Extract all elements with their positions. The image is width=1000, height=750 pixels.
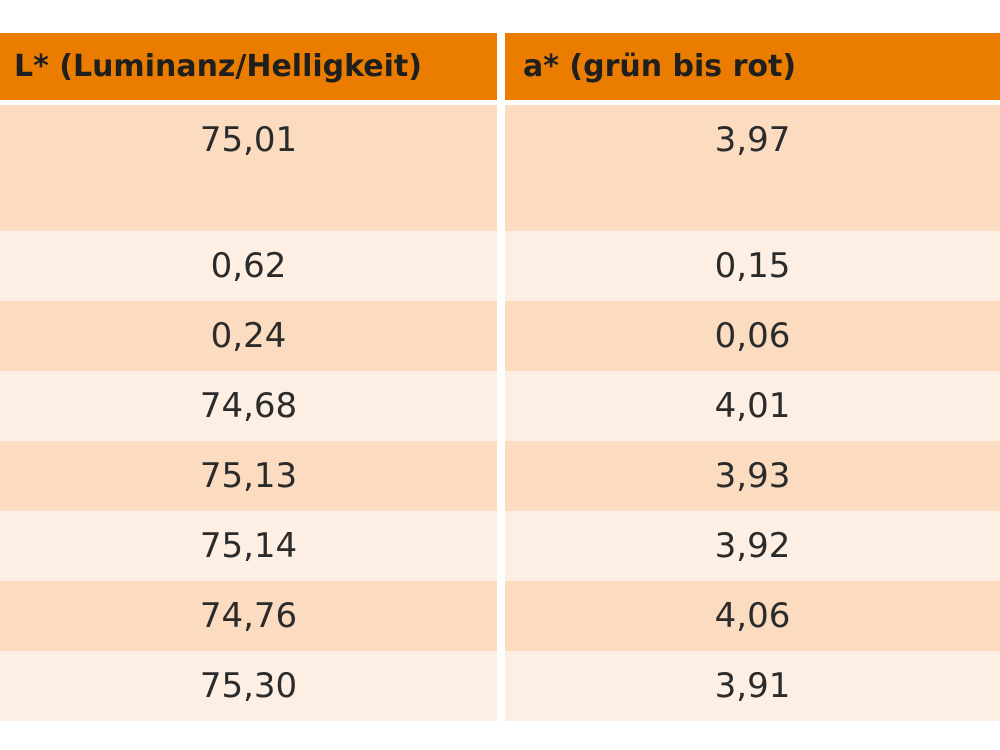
- column-divider: [497, 105, 505, 231]
- table-row: 0,24 0,06: [0, 301, 1000, 371]
- cell-green-red: 3,97: [505, 105, 1000, 231]
- cell-green-red: 3,93: [505, 441, 1000, 511]
- column-divider: [497, 231, 505, 301]
- cell-green-red: 4,06: [505, 581, 1000, 651]
- row-separator: [0, 100, 1000, 105]
- column-divider: [497, 33, 505, 100]
- cell-green-red: 0,15: [505, 231, 1000, 301]
- column-divider: [497, 441, 505, 511]
- data-table: L* (Luminanz/Helligkeit) a* (grün bis ro…: [0, 33, 1000, 721]
- cell-luminance: 0,24: [0, 301, 497, 371]
- cell-luminance: 75,01: [0, 105, 497, 231]
- table-header: L* (Luminanz/Helligkeit) a* (grün bis ro…: [0, 33, 1000, 100]
- column-divider: [497, 581, 505, 651]
- column-divider: [497, 371, 505, 441]
- cell-luminance: 75,13: [0, 441, 497, 511]
- table-row: 74,76 4,06: [0, 581, 1000, 651]
- cell-green-red: 0,06: [505, 301, 1000, 371]
- table-row: 75,30 3,91: [0, 651, 1000, 721]
- table-row: 75,13 3,93: [0, 441, 1000, 511]
- table-row: 74,68 4,01: [0, 371, 1000, 441]
- table-row: 0,62 0,15: [0, 231, 1000, 301]
- column-divider: [497, 301, 505, 371]
- cell-green-red: 4,01: [505, 371, 1000, 441]
- column-divider: [497, 651, 505, 721]
- cell-green-red: 3,92: [505, 511, 1000, 581]
- column-divider: [497, 511, 505, 581]
- cell-luminance: 75,30: [0, 651, 497, 721]
- table-row: 75,14 3,92: [0, 511, 1000, 581]
- table-row: 75,01 3,97: [0, 105, 1000, 231]
- column-header-green-red: a* (grün bis rot): [505, 33, 1000, 100]
- cell-green-red: 3,91: [505, 651, 1000, 721]
- cell-luminance: 74,68: [0, 371, 497, 441]
- cell-luminance: 74,76: [0, 581, 497, 651]
- column-header-luminance: L* (Luminanz/Helligkeit): [0, 33, 497, 100]
- cell-luminance: 0,62: [0, 231, 497, 301]
- cell-luminance: 75,14: [0, 511, 497, 581]
